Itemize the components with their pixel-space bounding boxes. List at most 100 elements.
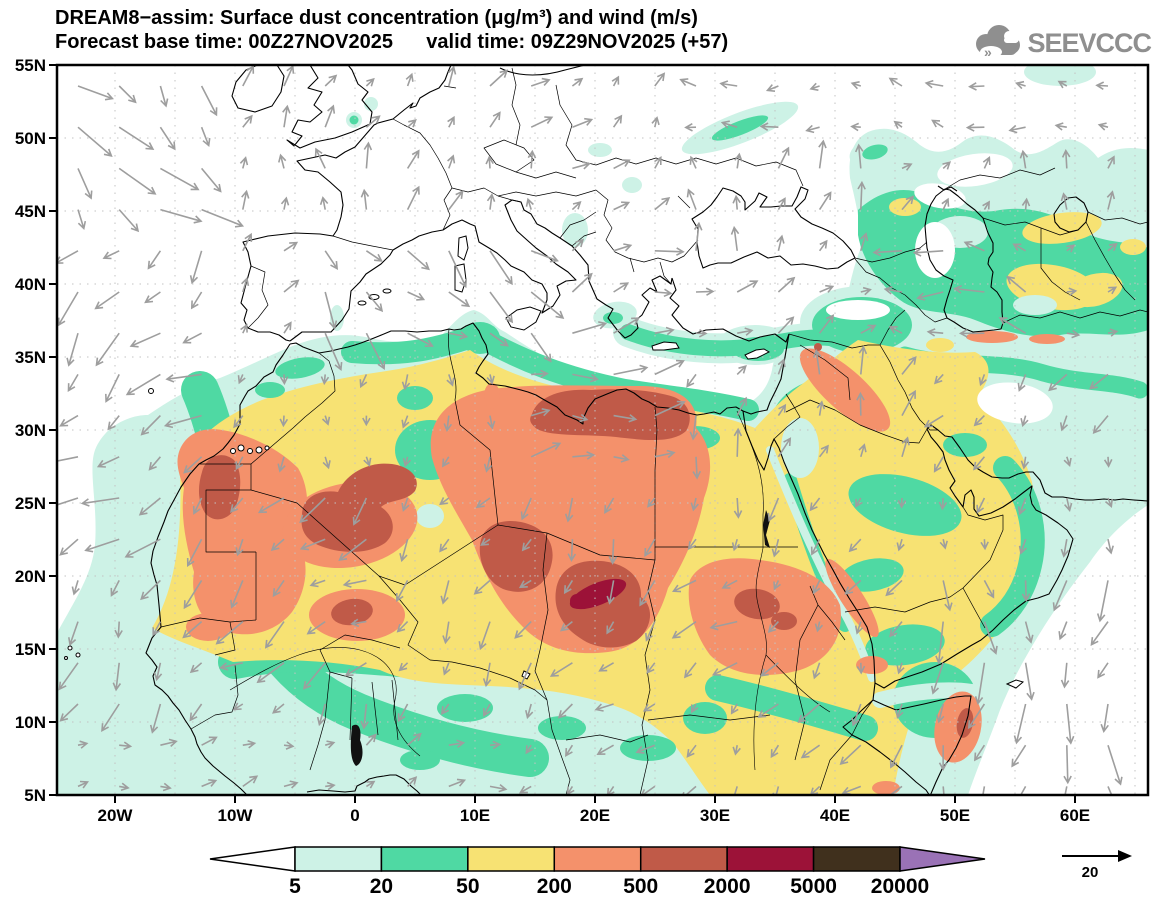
islands [64, 235, 1025, 766]
wind-vector [57, 250, 79, 264]
dust-field [57, 65, 1148, 795]
wind-vector [942, 161, 952, 170]
wind-vector [654, 72, 666, 87]
wind-vector [805, 124, 820, 134]
wind-vector [1006, 275, 1027, 293]
wind-vector [272, 579, 285, 598]
wind-vector [611, 75, 620, 87]
wind-vector [1020, 415, 1029, 428]
wind-vector [518, 579, 532, 589]
wind-vector [322, 456, 331, 470]
wind-vector [362, 415, 371, 427]
wind-vector [241, 276, 250, 293]
wind-vector [118, 126, 155, 151]
wind-reference: 20 [1062, 850, 1132, 881]
wind-vector [1013, 703, 1027, 745]
wind-vector [572, 117, 594, 128]
wind-vector [283, 241, 299, 252]
wind-vector [613, 243, 633, 252]
wind-vector [893, 120, 903, 129]
wind-vector [901, 162, 913, 171]
wind-vector [613, 201, 631, 211]
wind-vector [901, 195, 914, 211]
wind-vector [299, 538, 326, 551]
wind-vector [148, 456, 162, 471]
legend-arrow-below [209, 846, 296, 872]
wind-vector [360, 188, 370, 210]
wind-vector [613, 282, 630, 293]
wind-vector [982, 786, 986, 795]
wind-vector [448, 739, 466, 749]
legend-value: 200 [537, 875, 572, 898]
wind-vector [777, 146, 790, 169]
wind-vector [360, 703, 369, 730]
wind-vector [572, 413, 589, 423]
wind-vector [572, 161, 591, 170]
wind-vector [686, 373, 697, 388]
country-borders [160, 67, 1148, 795]
wind-vector [1095, 81, 1109, 90]
wind-vector [350, 618, 367, 628]
wind-vector [189, 662, 203, 674]
y-axis: 55N 50N 45N 40N 35N 30N 25N 20N 15N 10N 5N [15, 56, 57, 805]
wind-vector [242, 740, 257, 749]
wind-vector [598, 662, 614, 672]
wind-vector [324, 291, 338, 330]
wind-vector [839, 744, 862, 766]
wind-vector [489, 291, 514, 324]
wind-vector [407, 332, 434, 347]
wind-vector [190, 291, 203, 310]
x-axis-label: 40E [820, 806, 850, 825]
wind-vector [68, 621, 79, 647]
wind-vector [96, 456, 120, 468]
wind-vector [854, 143, 864, 169]
wind-vector [773, 580, 781, 591]
wind-vector [797, 703, 821, 724]
wind-vector [483, 456, 493, 473]
legend-swatch [726, 846, 815, 872]
wind-vector [215, 620, 244, 645]
wind-vector [283, 780, 299, 789]
wind-vector [1066, 287, 1078, 296]
wind-vector [325, 781, 336, 791]
wind-vector [518, 785, 532, 794]
wind-vector [1008, 124, 1026, 134]
wind-vector [242, 232, 253, 252]
wind-vector [439, 538, 450, 553]
wind-vector [531, 369, 549, 379]
wind-vector [140, 579, 161, 601]
wind-vector [856, 391, 865, 416]
wind-vector [594, 703, 614, 712]
wind-vector [232, 702, 244, 711]
wind-vector [77, 126, 113, 157]
wind-vector [398, 662, 409, 672]
wind-vector [1019, 149, 1029, 169]
wind-vector [1017, 374, 1027, 392]
wind-vector [606, 621, 615, 635]
wind-vector [102, 250, 120, 260]
wind-vector [860, 286, 872, 296]
wind-vector [690, 703, 699, 714]
wind-vector [201, 736, 218, 746]
wind-vector [299, 497, 326, 524]
wind-vector [938, 497, 948, 511]
wind-vector [320, 374, 330, 386]
wind-vector [277, 456, 286, 473]
wind-vector [895, 703, 904, 719]
wind-vector [559, 620, 573, 632]
wind-vector [654, 156, 662, 169]
wind-vector [933, 373, 944, 385]
wind-vector [976, 497, 986, 514]
wind-vector [124, 538, 161, 558]
wind-vector [182, 620, 203, 639]
wind-vector [567, 539, 577, 563]
wind-vector [279, 415, 289, 428]
wind-vector [982, 200, 990, 211]
wind-vector [777, 403, 787, 417]
wind-vector [1066, 244, 1076, 253]
wind-vector [572, 451, 596, 460]
wind-vector [448, 291, 471, 308]
wind-vector [651, 116, 660, 128]
x-axis-label: 10W [218, 806, 254, 825]
